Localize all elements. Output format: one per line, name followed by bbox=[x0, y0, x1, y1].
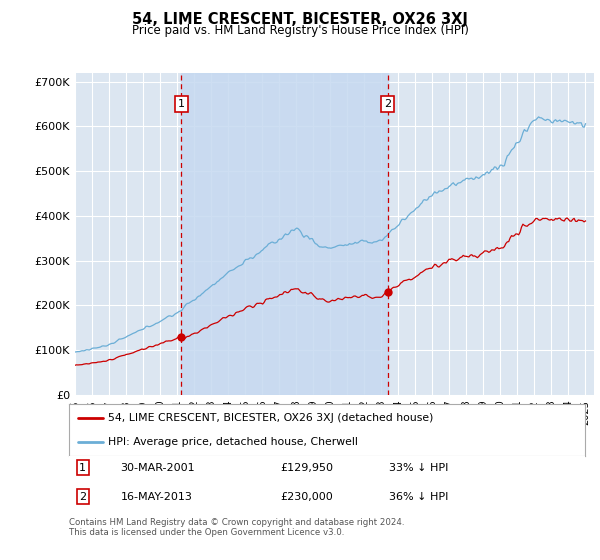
Text: 1: 1 bbox=[79, 463, 86, 473]
Text: 54, LIME CRESCENT, BICESTER, OX26 3XJ: 54, LIME CRESCENT, BICESTER, OX26 3XJ bbox=[132, 12, 468, 27]
Text: £129,950: £129,950 bbox=[281, 463, 334, 473]
Text: 2: 2 bbox=[79, 492, 86, 502]
Text: £230,000: £230,000 bbox=[281, 492, 334, 502]
Text: 30-MAR-2001: 30-MAR-2001 bbox=[121, 463, 195, 473]
Text: Contains HM Land Registry data © Crown copyright and database right 2024.
This d: Contains HM Land Registry data © Crown c… bbox=[69, 518, 404, 538]
Text: 36% ↓ HPI: 36% ↓ HPI bbox=[389, 492, 448, 502]
Text: 2: 2 bbox=[384, 99, 391, 109]
Text: 16-MAY-2013: 16-MAY-2013 bbox=[121, 492, 193, 502]
Text: HPI: Average price, detached house, Cherwell: HPI: Average price, detached house, Cher… bbox=[108, 437, 358, 447]
Text: 1: 1 bbox=[178, 99, 185, 109]
Text: 33% ↓ HPI: 33% ↓ HPI bbox=[389, 463, 448, 473]
Text: 54, LIME CRESCENT, BICESTER, OX26 3XJ (detached house): 54, LIME CRESCENT, BICESTER, OX26 3XJ (d… bbox=[108, 413, 433, 423]
Text: Price paid vs. HM Land Registry's House Price Index (HPI): Price paid vs. HM Land Registry's House … bbox=[131, 24, 469, 36]
Bar bbox=[181, 73, 388, 395]
